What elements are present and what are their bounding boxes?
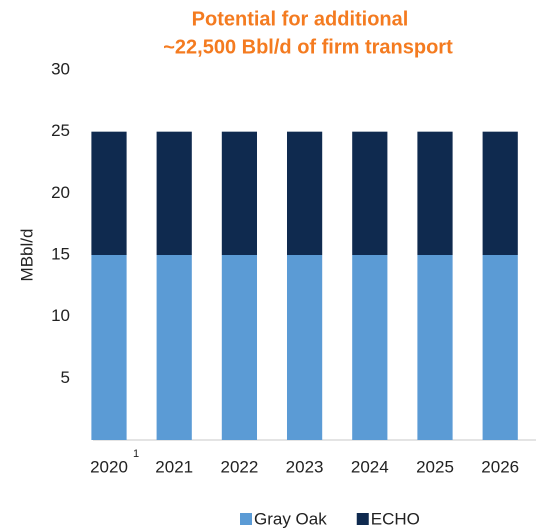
legend-label: Gray Oak <box>254 509 327 528</box>
bar-segment <box>482 255 518 440</box>
legend-swatch <box>356 513 369 525</box>
y-tick-label: 20 <box>51 183 70 202</box>
x-tick-label: 2026 <box>481 457 519 476</box>
x-tick-label: 2022 <box>220 457 258 476</box>
chart-title: ~22,500 Bbl/d of firm transport <box>163 36 453 58</box>
bar-segment <box>91 131 127 255</box>
bar-segment <box>482 131 518 255</box>
chart-title: Potential for additional <box>192 8 409 30</box>
bar-segment <box>286 255 323 440</box>
bar-segment <box>156 131 192 255</box>
legend-swatch <box>240 513 252 525</box>
x-tick-label: 2020 <box>90 457 128 476</box>
bar-segment <box>156 255 192 440</box>
footnote-marker: 1 <box>133 448 139 460</box>
y-tick-label: 30 <box>51 59 70 78</box>
x-tick-label: 2023 <box>286 457 324 476</box>
x-tick-label: 2024 <box>351 457 389 476</box>
y-tick-label: 5 <box>61 368 70 387</box>
bar-segment <box>352 131 388 255</box>
bar-segment <box>352 255 388 440</box>
y-tick-label: 25 <box>51 121 70 140</box>
y-axis-label: MBbl/d <box>17 229 36 282</box>
bar-segment <box>221 255 258 440</box>
bar-segment <box>221 131 258 255</box>
legend-label: ECHO <box>371 509 420 528</box>
y-tick-label: 10 <box>51 306 70 325</box>
x-tick-label: 2021 <box>155 457 193 476</box>
y-tick-label: 15 <box>51 244 70 263</box>
bar-segment <box>417 255 453 440</box>
bar-segment <box>286 131 323 255</box>
x-tick-label: 2025 <box>416 457 454 476</box>
bar-segment <box>91 255 127 440</box>
bar-segment <box>417 131 453 255</box>
